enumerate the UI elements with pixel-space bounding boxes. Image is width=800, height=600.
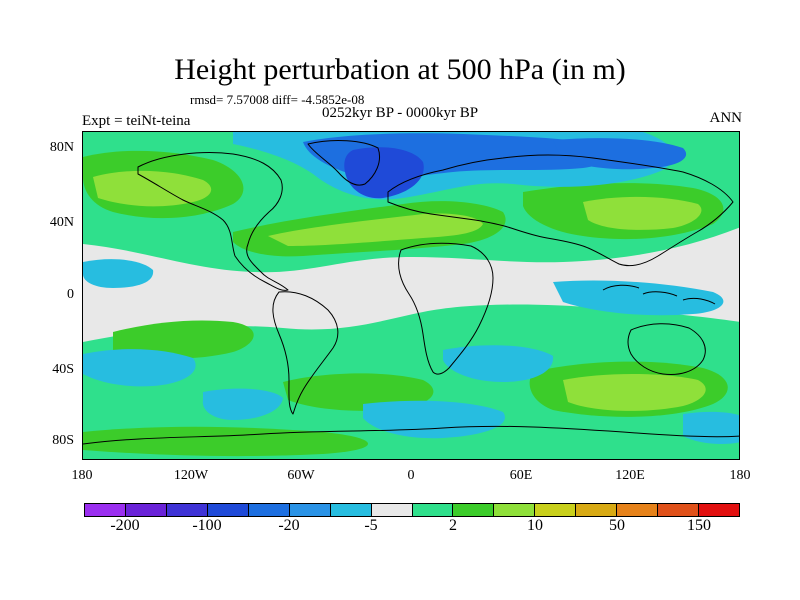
colorbar-label-50: 50 (609, 517, 625, 534)
coastlines (83, 140, 739, 445)
colorbar-box (207, 504, 249, 516)
colorbar-label-neg20: -20 (278, 517, 300, 534)
season-label: ANN (709, 110, 743, 126)
lon-label-60e: 60E (509, 468, 533, 483)
colorbar-box (617, 504, 659, 516)
lon-label-60w: 60W (287, 468, 315, 483)
field-lightblue-south (202, 388, 283, 420)
lon-label-180e: 180 (729, 468, 751, 483)
lon-label-120e: 120E (615, 468, 645, 483)
colorbar-box (125, 504, 167, 516)
field-darkblue-atlantic (344, 147, 424, 199)
coast-europe-asia (387, 154, 734, 267)
coast-africa (398, 242, 494, 375)
colorbar-box (535, 504, 577, 516)
field-lightblue-south-indian (443, 345, 554, 382)
lon-label-120w: 120W (173, 468, 209, 483)
lat-label-80n: 80N (49, 140, 74, 155)
field-lightblue-equatorial-east (553, 280, 724, 316)
colorbar-label-neg5: -5 (364, 517, 378, 534)
colorbar-box (330, 504, 372, 516)
field-lime-indian (563, 374, 706, 411)
map-svg (83, 132, 739, 459)
coast-indonesia (602, 284, 716, 305)
colorbar (84, 503, 740, 517)
coast-antarctica (83, 425, 739, 445)
stats-text: rmsd= 7.57008 diff= -4.5852e-08 (190, 92, 365, 107)
coast-north-america (137, 152, 289, 291)
coast-australia (627, 323, 706, 375)
colorbar-box (576, 504, 618, 516)
coast-south-america (272, 291, 339, 415)
lat-label-40s: 40S (52, 362, 74, 377)
field-lightblue-southwest (83, 349, 196, 387)
field-lime-asia (583, 196, 702, 230)
map-panel (82, 131, 740, 460)
colorbar-box (166, 504, 208, 516)
field-lightblue-west (83, 259, 154, 288)
lon-label-180w: 180 (71, 468, 93, 483)
field-lime-nw (93, 170, 212, 207)
experiment-label: Expt = teiNt-teina (82, 113, 191, 129)
field-lightblue-antarctic-east (683, 411, 739, 444)
lat-label-80s: 80S (52, 433, 74, 448)
colorbar-label-neg200: -200 (110, 517, 140, 534)
colorbar-box (85, 504, 126, 516)
colorbar-box (289, 504, 331, 516)
colorbar-label-10: 10 (527, 517, 543, 534)
colorbar-box (248, 504, 290, 516)
lat-label-40n: 40N (49, 215, 74, 230)
colorbar-label-2: 2 (449, 517, 457, 534)
colorbar-box (412, 504, 454, 516)
field-lime-atlantic (268, 213, 483, 246)
colorbar-box (371, 504, 413, 516)
colorbar-box (658, 504, 700, 516)
period-text: 0252kyr BP - 0000kyr BP (321, 105, 479, 121)
colorbar-box (699, 504, 739, 516)
coast-greenland (307, 140, 380, 186)
lon-label-0: 0 (407, 468, 415, 483)
field-blue-siberia (553, 138, 687, 170)
colorbar-box (494, 504, 536, 516)
colorbar-box (453, 504, 495, 516)
plot-title: Height perturbation at 500 hPa (in m) (174, 53, 626, 86)
field-lightblue-antarctic (363, 400, 505, 439)
field-green-antarctic (83, 426, 368, 457)
colorbar-label-150: 150 (687, 517, 711, 534)
field-green-south-pacific (113, 320, 254, 359)
colorbar-label-neg100: -100 (192, 517, 222, 534)
lat-label-eq: 0 (67, 287, 74, 302)
